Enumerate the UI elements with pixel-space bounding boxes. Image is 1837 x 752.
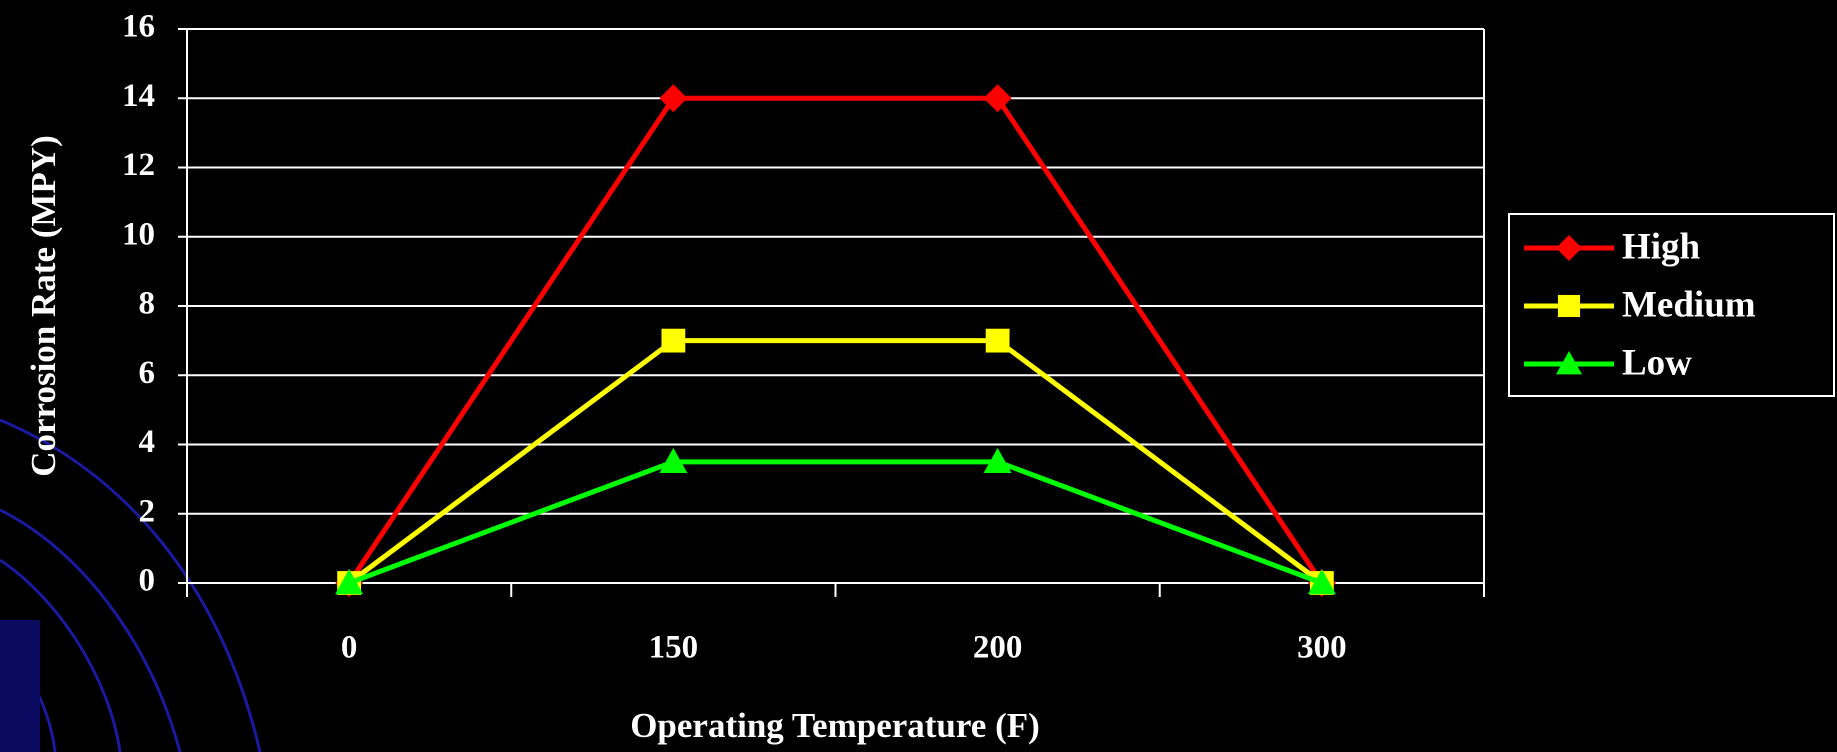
legend-label: High [1622,226,1701,267]
legend: High Medium Low [1509,214,1834,396]
y-tick-label: 8 [139,286,156,322]
marker [986,329,1010,353]
chart: Corrosion Rate (MPY) Operating Temperatu… [0,0,1837,752]
y-tick-label: 6 [139,355,156,391]
series-line [349,462,1322,583]
marker [1558,295,1580,317]
series [335,448,1336,594]
background-glow [0,620,40,752]
x-tick-label: 150 [649,630,699,666]
marker [661,329,685,353]
y-tick-label: 0 [139,563,156,599]
x-axis-title: Operating Temperature (F) [630,706,1040,745]
y-axis-title: Corrosion Rate (MPY) [24,135,63,477]
y-tick-label: 12 [122,147,155,183]
marker [984,84,1012,112]
x-tick-label: 200 [973,630,1023,666]
marker [659,84,687,112]
y-tick-label: 2 [139,493,156,529]
y-tick-label: 10 [122,216,155,252]
x-tick-label: 0 [341,630,358,666]
y-tick-label: 16 [122,9,155,45]
legend-label: Low [1622,342,1692,383]
y-tick-label: 4 [139,424,156,460]
legend-label: Medium [1622,284,1756,325]
x-tick-label: 300 [1297,630,1347,666]
y-tick-label: 14 [122,78,155,114]
